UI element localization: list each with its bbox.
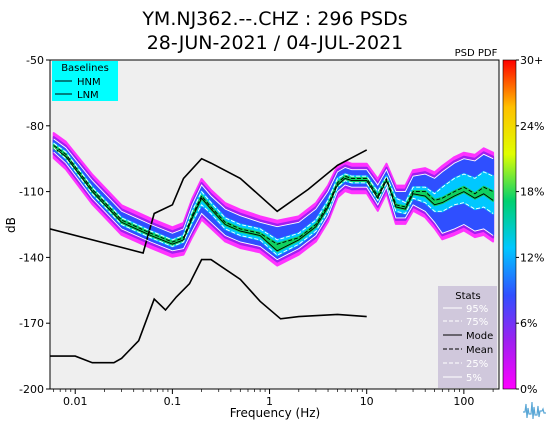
colorbar-ticks: 30+ 24% 18% 12% 6% 0% — [516, 54, 544, 396]
legend-item-mode: Mode — [466, 331, 493, 342]
x-tick-label: 1 — [266, 395, 273, 408]
legend-item-lnm: LNM — [77, 90, 99, 101]
series-mode — [53, 147, 494, 252]
x-tick-label: 100 — [453, 395, 474, 408]
density-band-green — [52, 144, 495, 253]
legend-item-mean: Mean — [466, 345, 493, 356]
colorbar — [502, 59, 517, 390]
legend-item-p75: 75% — [466, 317, 488, 328]
chart-title-line2: 28-JUN-2021 / 04-JUL-2021 — [147, 32, 404, 54]
y-tick-label: -170 — [19, 317, 44, 330]
x-tick-label: 0.01 — [63, 395, 88, 408]
y-tick-label: -80 — [26, 120, 44, 133]
colorbar-tick-label: 12% — [520, 251, 544, 264]
legend-item-hnm: HNM — [77, 77, 101, 88]
y-tick-label: -110 — [19, 186, 44, 199]
x-axis-label: Frequency (Hz) — [230, 406, 321, 420]
series-5pct — [53, 151, 494, 261]
y-tick-label: -200 — [19, 383, 44, 396]
waveform-logo-icon — [520, 398, 548, 422]
colorbar-tick-label: 24% — [520, 120, 544, 133]
y-axis-label: dB — [4, 217, 18, 233]
y-tick-label: -50 — [26, 54, 44, 67]
psd-curves — [50, 138, 494, 364]
x-tick-label: 0.1 — [164, 395, 182, 408]
chart-title-line1: YM.NJ362.--.CHZ : 296 PSDs — [141, 8, 407, 30]
y-axis: -50 -80 -110 -140 -170 -200 — [19, 54, 50, 396]
colorbar-tick-label: 6% — [520, 317, 537, 330]
colorbar-tick-label: 30+ — [520, 54, 543, 67]
baselines-legend: Baselines HNM LNM — [52, 61, 118, 101]
series-95pct — [53, 138, 494, 234]
series-lnm — [50, 258, 367, 364]
series-mean — [53, 145, 494, 245]
legend-item-p95: 95% — [466, 304, 488, 315]
x-tick-label: 10 — [360, 395, 374, 408]
plot-frame — [49, 59, 500, 390]
legend-item-p25: 25% — [466, 359, 488, 370]
density-band-blue — [52, 139, 495, 260]
x-axis: 0.01 0.1 1 10 100 — [53, 389, 494, 408]
series-hnm — [50, 149, 368, 254]
series-25pct — [53, 147, 494, 256]
stats-legend-title: Stats — [455, 291, 481, 302]
y-tick-label: -140 — [19, 251, 44, 264]
colorbar-title: PSD PDF — [455, 48, 498, 59]
psd-density-cloud — [52, 132, 495, 267]
stats-legend: Stats 95% 75% Mode Mean 25% 5% — [438, 286, 497, 388]
baselines-legend-title: Baselines — [61, 63, 109, 74]
colorbar-tick-label: 0% — [520, 383, 537, 396]
colorbar-tick-label: 18% — [520, 186, 544, 199]
legend-item-p5: 5% — [466, 373, 482, 384]
series-75pct — [53, 142, 494, 241]
